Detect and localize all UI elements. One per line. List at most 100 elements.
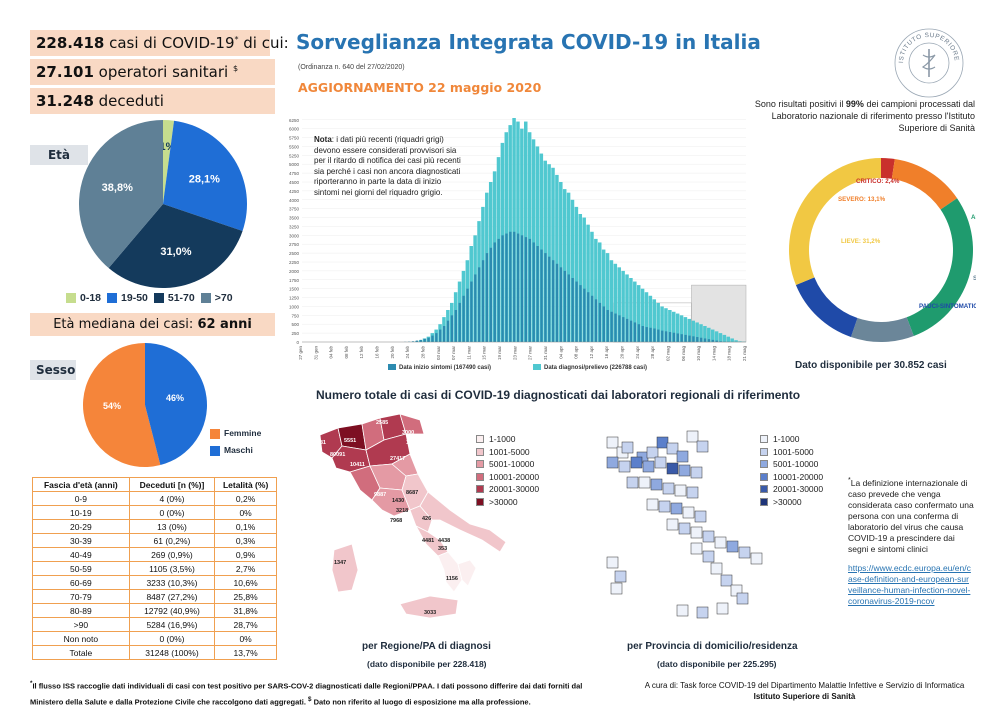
symptom-onset-bar — [606, 310, 609, 342]
operators-number: 27.101 — [36, 63, 94, 81]
region-value-label: 1347 — [334, 560, 346, 566]
symptom-onset-bar — [427, 337, 430, 342]
symptom-onset-bar — [676, 333, 680, 342]
province-shape — [696, 440, 709, 453]
province-shape — [702, 550, 715, 563]
map-legend-swatch — [476, 460, 484, 469]
region-shape — [457, 559, 477, 587]
diagnosis-bar — [539, 153, 544, 342]
symptom-onset-bar — [439, 329, 442, 342]
region-value-label: 2585 — [376, 420, 388, 426]
symptom-onset-bar — [598, 302, 602, 342]
x-tick-label: 04 feb — [329, 346, 334, 359]
diagnosis-bar — [699, 324, 703, 342]
x-tick-label: 28 feb — [420, 346, 425, 359]
symptom-onset-bar — [513, 231, 516, 342]
donut-label: PAUCI-SINTOMATICO: 13,5% — [919, 303, 976, 310]
symptom-onset-bar — [563, 270, 567, 342]
diagnosis-bar — [668, 310, 672, 342]
x-tick-label: 31 gen — [313, 346, 318, 360]
symptom-onset-bar — [493, 242, 496, 342]
province-shape — [626, 476, 639, 489]
province-shape — [670, 502, 683, 515]
region-value-label: 1181 — [314, 440, 326, 446]
age-pie-label: 28,1% — [189, 173, 220, 185]
symptom-onset-bar — [528, 238, 532, 342]
province-shape — [606, 556, 619, 569]
map-legend-item: 10001-20000 — [760, 471, 823, 484]
table-row: 50-59 1105 (3,5%) 2,7% — [32, 561, 277, 576]
sex-pie-chart: 54% 46% — [82, 343, 207, 467]
table-cell: 0% — [214, 631, 277, 646]
median-age-value: 62 anni — [197, 317, 252, 332]
province-shape — [730, 584, 743, 597]
province-shape — [690, 542, 703, 555]
table-cell: 12792 (40,9%) — [128, 603, 216, 618]
symptom-onset-bar — [454, 310, 458, 342]
age-pie-label: 31,0% — [160, 246, 191, 258]
region-shape — [399, 595, 459, 619]
y-tick-label: 5250 — [289, 153, 300, 158]
y-tick-label: 3000 — [289, 233, 300, 238]
symptom-onset-bar — [470, 281, 473, 342]
map-legend-label: 1001-5000 — [773, 446, 814, 457]
epi-note: Nota: i dati più recenti (riquadri grigi… — [314, 135, 464, 198]
age-pie-slice — [79, 120, 163, 269]
epi-note-bold: Nota — [314, 135, 332, 144]
region-value-label: 3000 — [402, 430, 414, 436]
x-tick-label: 04 apr — [558, 346, 563, 359]
diagnosis-bar — [601, 249, 606, 342]
deaths-table: Fascia d'età (anni) Deceduti [n (%)] Letal… — [32, 477, 277, 660]
ordinance-text: (Ordinanza n. 640 del 27/02/2020) — [298, 64, 405, 71]
legend-label: Data diagnosi/prelievo (226788 casi) — [544, 365, 647, 371]
map-legend-item: 10001-20000 — [476, 471, 539, 484]
x-tick-label: 21 mag — [742, 346, 747, 362]
maps-title: Numero totale di casi di COVID-19 diagno… — [316, 388, 801, 402]
map-legend-swatch — [476, 447, 484, 456]
province-shape — [666, 462, 679, 475]
diagnosis-bar — [648, 295, 653, 342]
donut-segment — [850, 317, 914, 342]
province-shape — [610, 582, 623, 595]
diagnosis-bar — [574, 206, 579, 342]
province-shape — [654, 456, 667, 469]
province-shape — [606, 436, 619, 449]
table-cell: 50-59 — [32, 561, 130, 576]
sex-legend-item: Femmine — [210, 425, 261, 442]
symptom-onset-bar — [489, 247, 493, 342]
diagnosis-bar — [640, 288, 645, 342]
x-tick-label: 20 apr — [620, 346, 625, 359]
diagnosis-bar — [605, 253, 610, 342]
table-cell: 0 (0%) — [128, 505, 216, 520]
symptom-onset-bar — [590, 295, 594, 342]
ecdc-link[interactable]: https://www.ecdc.europa.eu/en/case-defin… — [848, 563, 971, 606]
map-legend-swatch — [476, 472, 484, 481]
table-header-cell: Deceduti [n (%)] — [128, 477, 216, 492]
symptom-onset-bar — [446, 320, 450, 342]
age-legend-item: 51-70 — [153, 292, 195, 304]
map-legend-label: 10001-20000 — [773, 471, 824, 482]
page-title: Sorveglianza Integrata COVID-19 in Itali… — [296, 30, 761, 54]
italy-province-map — [606, 430, 763, 619]
region-shape — [409, 505, 433, 533]
diagnosis-bar — [516, 121, 520, 342]
y-tick-label: 1000 — [289, 304, 300, 309]
status-note: Sono risultati positivi il 99% dei campi… — [754, 99, 975, 133]
donut-label: SEVERO: 13,1% — [838, 196, 886, 203]
cases-suffix: di cui: — [238, 34, 289, 52]
deaths-box: 31.248 deceduti — [30, 88, 275, 114]
y-tick-label: 4000 — [289, 198, 300, 203]
map-legend-label: 1-1000 — [489, 434, 516, 444]
table-row: 30-39 61 (0,2%) 0,3% — [32, 533, 277, 548]
table-row: 10-19 0 (0%) 0% — [32, 505, 277, 520]
x-tick-label: 03 mar — [436, 346, 441, 361]
diagnosis-bar — [629, 278, 633, 342]
diagnosis-bar — [675, 313, 680, 342]
diagnosis-bar — [707, 327, 711, 342]
status-footer: Dato disponibile per 30.852 casi — [795, 360, 947, 371]
epi-note-text: : i dati più recenti (riquadri grigi) de… — [314, 135, 461, 197]
symptom-onset-bar — [481, 260, 485, 342]
sex-chart-label: Sesso — [30, 360, 76, 380]
diagnosis-bar — [644, 292, 649, 342]
table-cell: 0,1% — [214, 519, 277, 534]
